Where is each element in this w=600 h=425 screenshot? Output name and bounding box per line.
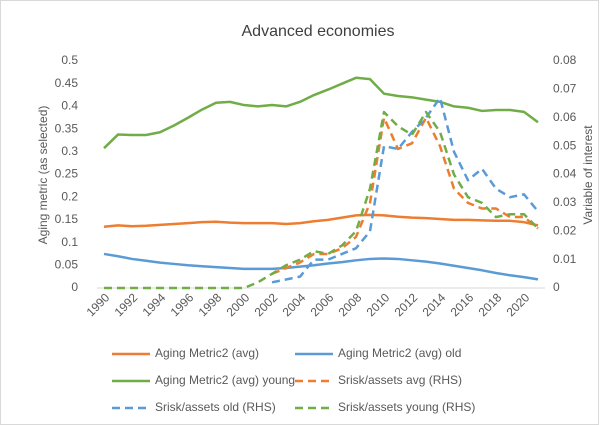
series-line	[103, 252, 539, 281]
y-tick-label: 0.2	[61, 189, 78, 203]
y-tick-label: 0	[71, 280, 78, 294]
y-axis-label: Aging metric (as selected)	[36, 106, 50, 245]
y-tick-label: 0.45	[55, 76, 79, 90]
legend-label: Srisk/assets avg (RHS)	[338, 373, 462, 387]
y-tick-label: 0.5	[61, 53, 78, 67]
y2-tick-label: 0.02	[553, 223, 577, 237]
legend-label: Aging Metric2 (avg)	[155, 346, 259, 360]
y2-tick-label: 0.06	[553, 110, 577, 124]
legend-label: Aging Metric2 (avg) old	[338, 346, 461, 360]
y2-tick-label: 0.05	[553, 138, 577, 152]
y2-tick-label: 0	[553, 280, 560, 294]
legend-label: Aging Metric2 (avg) young	[155, 373, 295, 387]
legend-label: Srisk/assets old (RHS)	[155, 400, 276, 414]
y2-tick-label: 0.03	[553, 195, 577, 209]
chart-title: Advanced economies	[242, 23, 395, 40]
series-line	[271, 96, 539, 284]
y-tick-label: 0.4	[61, 99, 78, 113]
y2-tick-label: 0.04	[553, 167, 577, 181]
y-tick-label: 0.15	[55, 212, 79, 226]
y-tick-label: 0.3	[61, 144, 78, 158]
y-tick-label: 0.25	[55, 167, 79, 181]
series-line	[103, 213, 539, 228]
y2-tick-label: 0.08	[553, 53, 577, 67]
y-tick-label: 0.1	[61, 235, 78, 249]
y-tick-label: 0.35	[55, 121, 79, 135]
series-line	[271, 116, 539, 275]
series-line	[103, 76, 539, 150]
y-tick-label: 0.05	[55, 257, 79, 271]
y2-tick-label: 0.01	[553, 252, 577, 266]
y2-tick-label: 0.07	[553, 82, 577, 96]
legend-label: Srisk/assets young (RHS)	[338, 400, 475, 414]
y2-axis-label: Variable of interest	[581, 125, 595, 225]
series-line	[104, 110, 539, 290]
